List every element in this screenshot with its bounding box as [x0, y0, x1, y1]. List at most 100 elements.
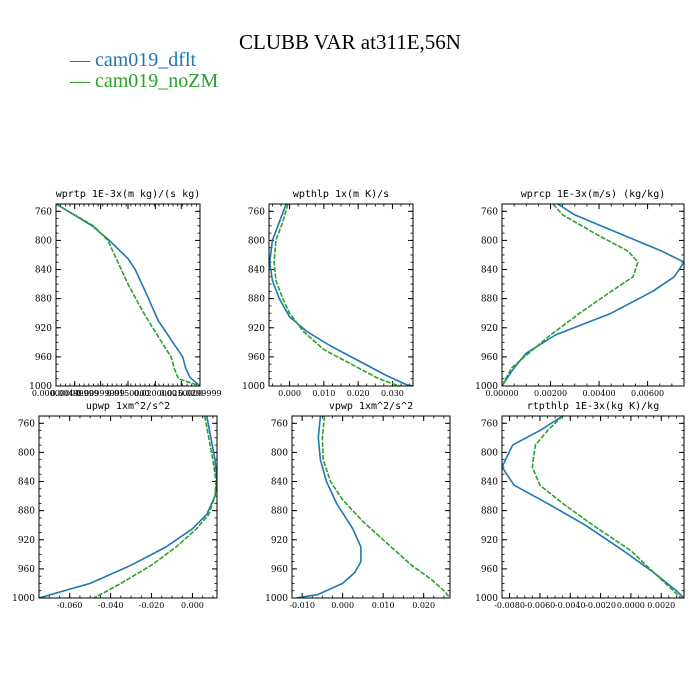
y-tick-label: 800: [18, 448, 35, 458]
y-tick-label: 840: [248, 266, 265, 276]
panel-title: wprtp 1E-3x(m kg)/(s kg): [56, 189, 201, 200]
x-tick-label: 0.00000: [485, 389, 518, 398]
series-line-nozm: [502, 204, 639, 386]
y-tick-label: 920: [271, 536, 288, 546]
y-tick-label: 960: [481, 565, 498, 575]
x-tick-label: 0.020: [347, 389, 370, 398]
panel-title: vpwp 1xm^2/s^2: [329, 401, 413, 412]
y-tick-label: 960: [481, 353, 498, 363]
y-tick-label: 880: [481, 507, 498, 517]
x-tick-label: 0.000: [278, 389, 301, 398]
series-line-dflt: [56, 204, 200, 386]
panel-title: wprcp 1E-3x(m/s) (kg/kg): [521, 189, 666, 200]
y-tick-label: 800: [481, 448, 498, 458]
x-tick-label: 0.010: [372, 601, 395, 610]
y-tick-label: 800: [481, 236, 498, 246]
panel-title: upwp 1xm^2/s^2: [86, 401, 170, 412]
panel-2: wpthlp 1x(m K)/s 760 800 840 880 920 960 1000 0.…: [242, 189, 414, 398]
x-tick-label: -0.0040: [555, 601, 586, 610]
x-tick-label: 0.00000000: [32, 389, 80, 398]
y-tick-label: 920: [248, 324, 265, 334]
panel-3: wprcp 1E-3x(m/s) (kg/kg) 760 800 840 880 920 9…: [475, 189, 685, 398]
y-tick-label: 920: [18, 536, 35, 546]
panel-title: rtpthlp 1E-3x(kg K)/kg: [527, 401, 659, 412]
legend-item-nozm: — cam019_noZM: [70, 71, 218, 92]
series-line-dflt: [295, 416, 362, 598]
x-tick-label: -0.060: [57, 601, 83, 610]
panel-5: vpwp 1xm^2/s^2 760 800 840 880 920 960 1000-0.0…: [265, 401, 451, 610]
y-tick-label: 1000: [29, 382, 52, 392]
y-tick-label: 800: [271, 448, 288, 458]
y-tick-label: 840: [18, 478, 35, 488]
x-tick-label: 0.0200000: [134, 389, 177, 398]
series-line-nozm: [56, 204, 200, 386]
y-tick-label: 760: [481, 419, 498, 429]
y-tick-label: 960: [248, 353, 265, 363]
y-tick-label: 840: [35, 266, 52, 276]
y-tick-label: 760: [271, 419, 288, 429]
legend: — cam019_dflt — cam019_noZM: [70, 50, 218, 92]
x-tick-label: -0.010: [289, 601, 315, 610]
legend-label-nozm: cam019_noZM: [95, 70, 219, 92]
x-tick-label: 0.0299999: [178, 389, 221, 398]
y-tick-label: 1000: [12, 594, 35, 604]
x-tick-label: -0.0080: [494, 601, 525, 610]
y-tick-label: 840: [481, 266, 498, 276]
x-tick-label: 0.0020: [647, 601, 675, 610]
panel-6: rtpthlp 1E-3x(kg K)/kg 760 800 840 880 920 960…: [475, 401, 685, 610]
legend-label-dflt: cam019_dflt: [95, 49, 197, 71]
y-tick-label: 880: [248, 295, 265, 305]
y-tick-label: 840: [271, 478, 288, 488]
panel-frame: [291, 415, 451, 599]
y-tick-label: 1000: [265, 594, 288, 604]
series-line-nozm: [273, 204, 400, 386]
y-tick-label: 880: [35, 295, 52, 305]
panel-frame: [38, 415, 218, 599]
y-tick-label: 760: [481, 207, 498, 217]
x-tick-label: 0.000: [331, 601, 354, 610]
y-tick-label: 800: [35, 236, 52, 246]
y-tick-label: 840: [481, 478, 498, 488]
x-tick-label: 0.0150000: [106, 389, 149, 398]
series-line-nozm: [93, 416, 217, 598]
y-tick-label: 920: [481, 324, 498, 334]
x-tick-label: 0.00499999: [51, 389, 99, 398]
panel-frame: [268, 203, 414, 387]
x-tick-label: -0.0060: [525, 601, 556, 610]
y-tick-label: 960: [271, 565, 288, 575]
y-tick-label: 960: [35, 353, 52, 363]
y-tick-label: 880: [481, 295, 498, 305]
x-tick-label: 0.00600: [631, 389, 664, 398]
x-tick-label: 0.010: [312, 389, 335, 398]
panel-4: upwp 1xm^2/s^2 760 800 840 880 920 960 1000 -0.0…: [12, 401, 218, 610]
y-tick-label: 880: [18, 507, 35, 517]
x-tick-label: 0.0000: [617, 601, 645, 610]
x-tick-label: -0.0020: [585, 601, 616, 610]
y-tick-label: 800: [248, 236, 265, 246]
series-line-nozm: [531, 416, 682, 598]
x-tick-label: -0.020: [139, 601, 165, 610]
x-tick-label: 0.000: [181, 601, 204, 610]
panel-1: wprtp 1E-3x(m kg)/(s kg) 760 800 840 880 920 9…: [29, 189, 222, 398]
x-tick-label: -0.040: [98, 601, 124, 610]
series-line-nozm: [321, 416, 450, 598]
panel-title: wpthlp 1x(m K)/s: [293, 189, 389, 200]
series-line-dflt: [502, 204, 684, 386]
legend-dash: —: [70, 70, 95, 92]
y-tick-label: 960: [18, 565, 35, 575]
panel-frame: [55, 203, 201, 387]
y-tick-label: 920: [35, 324, 52, 334]
y-tick-label: 760: [248, 207, 265, 217]
y-tick-label: 1000: [475, 594, 498, 604]
x-tick-label: 0.00999999: [76, 389, 124, 398]
legend-item-dflt: — cam019_dflt: [70, 50, 218, 71]
x-tick-label: 0.00200: [534, 389, 567, 398]
x-tick-label: 0.030: [381, 389, 404, 398]
x-tick-label: 0.00400: [583, 389, 616, 398]
series-line-dflt: [269, 204, 413, 386]
x-tick-label: 0.0250000: [160, 389, 203, 398]
panel-frame: [501, 415, 685, 599]
y-tick-label: 760: [35, 207, 52, 217]
figure-title: CLUBB VAR at311E,56N: [239, 30, 461, 54]
